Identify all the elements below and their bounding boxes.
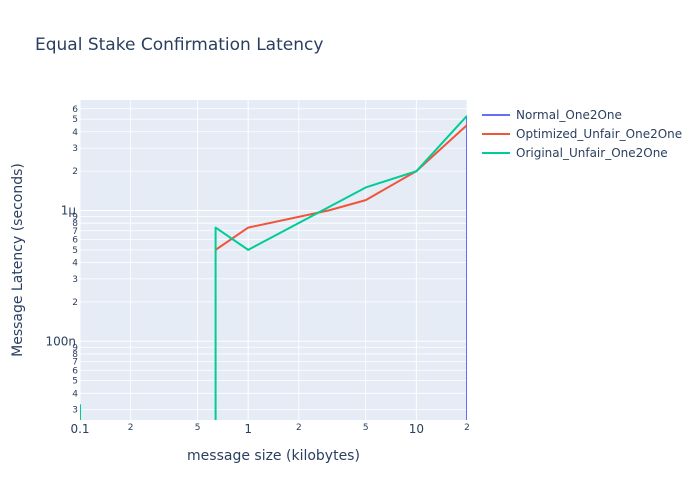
y-tick-label: 2 [72, 298, 78, 308]
series-line-optimized-unfair-one2one [215, 124, 467, 251]
y-tick-label: 7 [72, 358, 78, 368]
y-tick-label: 6 [72, 366, 78, 376]
y-tick-label: 9 [72, 343, 78, 353]
x-tick-label: 5 [363, 423, 369, 433]
y-tick-label: 5 [72, 246, 78, 256]
legend-item[interactable]: Original_Unfair_One2One [482, 146, 668, 160]
y-tick-label: 9 [72, 212, 78, 222]
y-tick-label: 100n [45, 334, 76, 348]
y-tick-label: 6 [72, 236, 78, 246]
legend-item[interactable]: Normal_One2One [482, 108, 622, 122]
legend-label: Original_Unfair_One2One [516, 146, 668, 160]
y-tick-label: 8 [72, 219, 78, 229]
y-tick-label: 4 [72, 259, 78, 269]
y-tick-label: 3 [72, 275, 78, 285]
legend-label: Optimized_Unfair_One2One [516, 127, 682, 141]
y-tick-label: 3 [72, 144, 78, 154]
x-tick-label: 2 [464, 423, 470, 433]
y-tick-label: 4 [72, 128, 78, 138]
plot-area [80, 100, 467, 420]
series-line-original-unfair-one2one [80, 115, 467, 420]
y-tick-label: 2 [72, 167, 78, 177]
x-tick-label: 2 [296, 423, 302, 433]
legend[interactable]: Normal_One2One Optimized_Unfair_One2One Or… [482, 108, 682, 160]
x-tick-label: 10 [409, 422, 424, 436]
x-tick-label: 2 [128, 423, 134, 433]
series-lines [80, 115, 467, 420]
y-tick-label: 5 [72, 115, 78, 125]
y-tick-label: 8 [72, 350, 78, 360]
y-tick-label: 1µ [61, 204, 77, 218]
x-axis-title: message size (kilobytes) [187, 448, 360, 464]
x-tick-label: 0.1 [70, 422, 89, 436]
y-tick-label: 5 [72, 377, 78, 387]
x-tick-label: 5 [195, 423, 201, 433]
y-tick-label: 6 [72, 105, 78, 115]
legend-label: Normal_One2One [516, 108, 622, 122]
chart-title: Equal Stake Confirmation Latency [35, 35, 323, 55]
x-tick-label: 1 [244, 422, 252, 436]
y-tick-label: 7 [72, 227, 78, 237]
y-tick-label: 4 [72, 389, 78, 399]
x-axis-ticks: 2 5 2 5 2 0.1 1 10 [70, 422, 469, 436]
legend-item[interactable]: Optimized_Unfair_One2One [482, 127, 682, 141]
y-axis-title: Message Latency (seconds) [10, 163, 26, 357]
y-tick-label: 3 [72, 406, 78, 416]
